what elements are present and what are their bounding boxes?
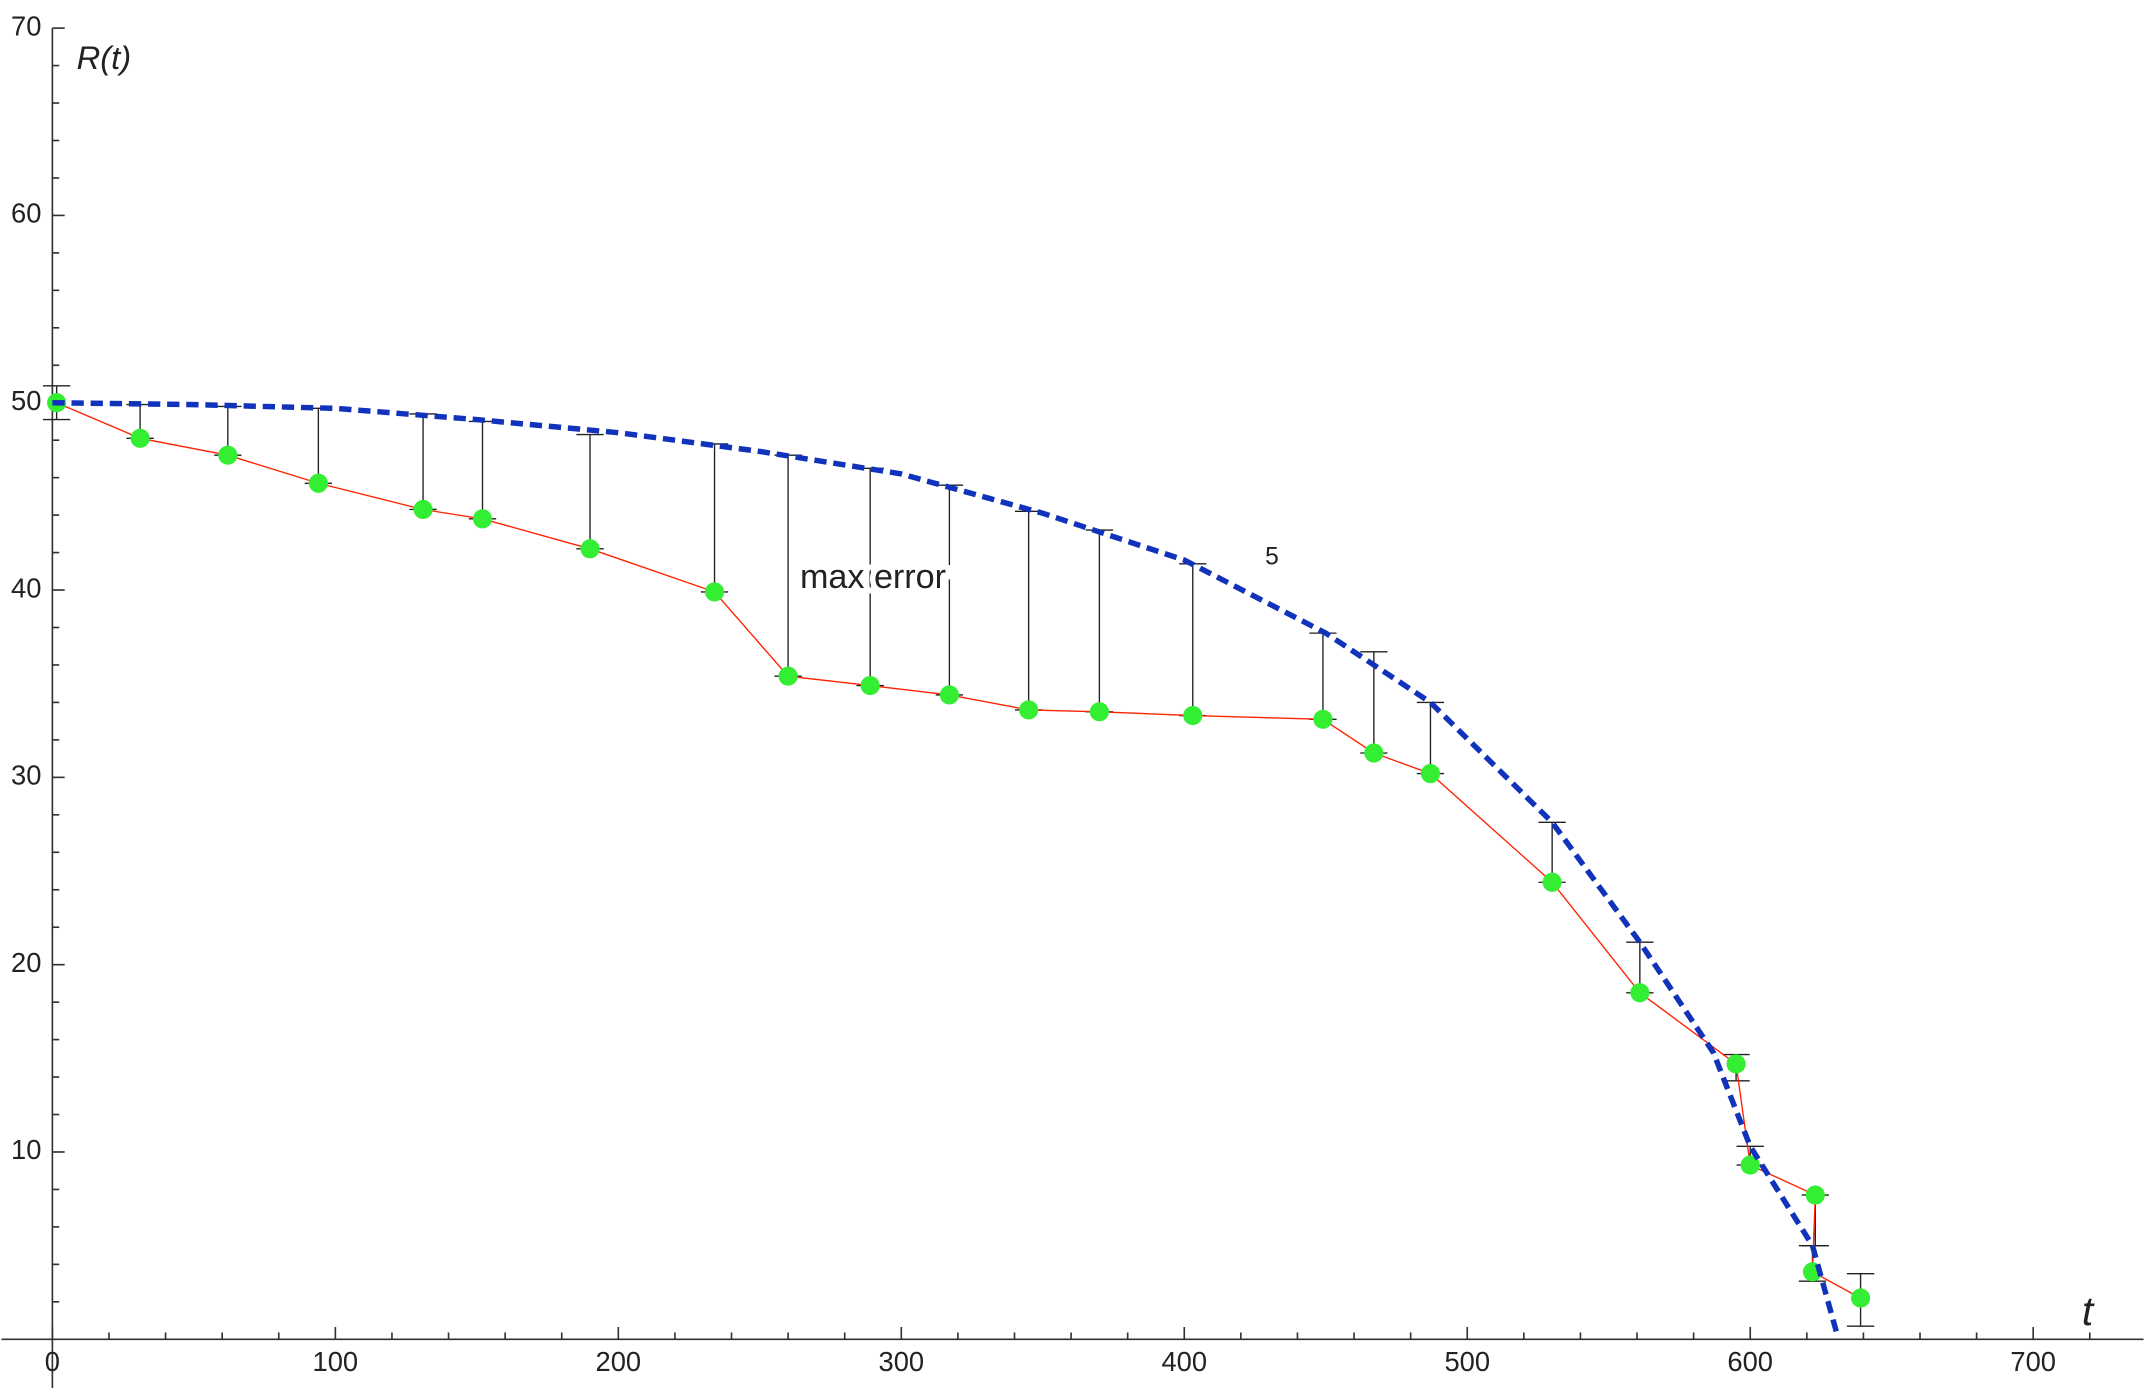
y-tick-label: 30 xyxy=(11,760,41,791)
data-point xyxy=(1851,1288,1871,1308)
data-point xyxy=(472,509,493,529)
y-tick-label: 40 xyxy=(11,572,41,603)
data-point xyxy=(1726,1054,1746,1074)
data-point xyxy=(1630,983,1650,1003)
data-point xyxy=(860,676,880,696)
data-point xyxy=(1089,702,1109,722)
data-point xyxy=(1183,705,1203,726)
data-point xyxy=(778,666,798,686)
data-point xyxy=(1019,700,1039,720)
annotation: 5 xyxy=(1265,544,1279,571)
x-tick-label: 100 xyxy=(313,1346,359,1377)
annotation: max error xyxy=(800,558,946,596)
data-point xyxy=(308,473,328,493)
data-point xyxy=(704,582,725,602)
y-tick-label: 60 xyxy=(11,198,41,229)
data-point xyxy=(413,499,433,520)
data-point xyxy=(939,685,959,705)
y-tick-label: 20 xyxy=(11,947,41,978)
data-point xyxy=(1420,764,1441,784)
x-tick-label: 0 xyxy=(45,1346,60,1377)
y-tick-label: 70 xyxy=(11,10,41,41)
data-point xyxy=(130,428,150,448)
data-point xyxy=(1364,743,1384,763)
x-tick-label: 500 xyxy=(1444,1346,1490,1377)
x-tick-label: 200 xyxy=(596,1346,642,1377)
data-point xyxy=(580,539,600,559)
data-point xyxy=(1805,1185,1825,1205)
data-line xyxy=(56,402,1861,1299)
y-tick-label: 10 xyxy=(11,1134,41,1165)
x-tick-label: 400 xyxy=(1161,1346,1207,1377)
data-point xyxy=(218,445,238,465)
data-point xyxy=(1313,709,1333,729)
x-axis-label: t xyxy=(2082,1288,2095,1334)
x-tick-label: 700 xyxy=(2010,1346,2056,1377)
data-point xyxy=(1740,1155,1760,1175)
y-tick-label: 50 xyxy=(11,385,41,416)
y-axis-label: R(t) xyxy=(77,39,132,76)
x-tick-label: 300 xyxy=(879,1346,925,1377)
x-tick-label: 600 xyxy=(1727,1346,1773,1377)
model-curve xyxy=(52,399,1841,1339)
data-point xyxy=(1542,872,1562,892)
